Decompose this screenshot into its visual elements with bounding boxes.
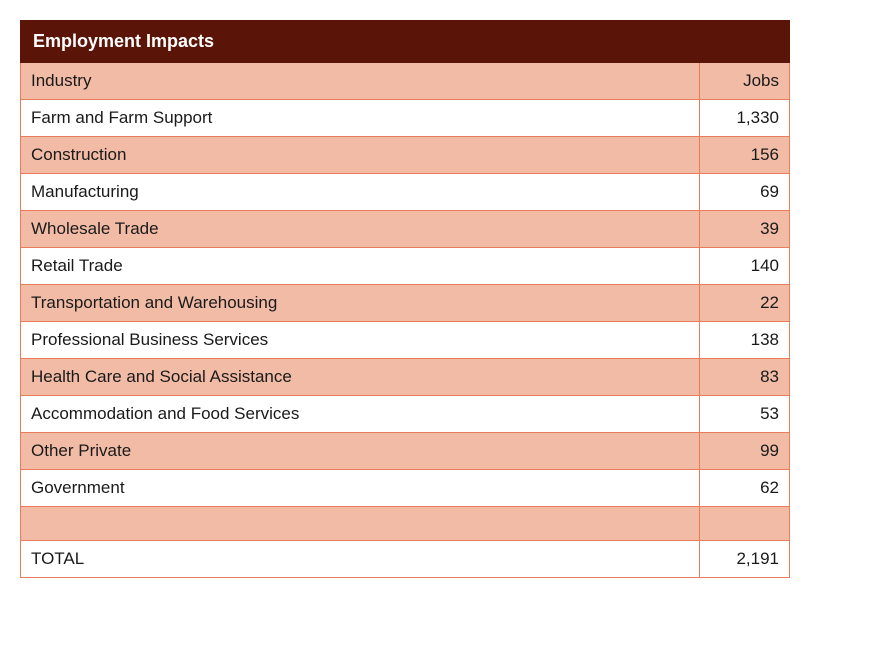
table-row: Government 62 xyxy=(21,470,790,507)
total-label: TOTAL xyxy=(21,541,700,578)
total-jobs: 2,191 xyxy=(699,541,789,578)
spacer-cell xyxy=(699,507,789,541)
cell-jobs: 69 xyxy=(699,174,789,211)
cell-industry: Retail Trade xyxy=(21,248,700,285)
table-row: Construction 156 xyxy=(21,137,790,174)
cell-jobs: 53 xyxy=(699,396,789,433)
table-row: Transportation and Warehousing 22 xyxy=(21,285,790,322)
cell-jobs: 83 xyxy=(699,359,789,396)
table-row: Manufacturing 69 xyxy=(21,174,790,211)
table-row: Accommodation and Food Services 53 xyxy=(21,396,790,433)
header-industry: Industry xyxy=(21,63,700,100)
spacer-cell xyxy=(21,507,700,541)
cell-jobs: 99 xyxy=(699,433,789,470)
header-jobs: Jobs xyxy=(699,63,789,100)
cell-jobs: 39 xyxy=(699,211,789,248)
cell-industry: Government xyxy=(21,470,700,507)
cell-jobs: 156 xyxy=(699,137,789,174)
cell-industry: Professional Business Services xyxy=(21,322,700,359)
table-row: Farm and Farm Support 1,330 xyxy=(21,100,790,137)
table-row: Health Care and Social Assistance 83 xyxy=(21,359,790,396)
cell-industry: Accommodation and Food Services xyxy=(21,396,700,433)
cell-industry: Health Care and Social Assistance xyxy=(21,359,700,396)
table-row: Retail Trade 140 xyxy=(21,248,790,285)
cell-jobs: 22 xyxy=(699,285,789,322)
cell-jobs: 1,330 xyxy=(699,100,789,137)
cell-jobs: 138 xyxy=(699,322,789,359)
total-row: TOTAL 2,191 xyxy=(21,541,790,578)
cell-jobs: 140 xyxy=(699,248,789,285)
cell-jobs: 62 xyxy=(699,470,789,507)
employment-impacts-table: Employment Impacts Industry Jobs Farm an… xyxy=(20,20,790,578)
header-row: Industry Jobs xyxy=(21,63,790,100)
spacer-row xyxy=(21,507,790,541)
cell-industry: Manufacturing xyxy=(21,174,700,211)
table-title: Employment Impacts xyxy=(21,21,790,63)
cell-industry: Farm and Farm Support xyxy=(21,100,700,137)
table-row: Wholesale Trade 39 xyxy=(21,211,790,248)
cell-industry: Construction xyxy=(21,137,700,174)
table-row: Other Private 99 xyxy=(21,433,790,470)
cell-industry: Transportation and Warehousing xyxy=(21,285,700,322)
cell-industry: Wholesale Trade xyxy=(21,211,700,248)
table: Employment Impacts Industry Jobs Farm an… xyxy=(20,20,790,578)
table-body: Industry Jobs Farm and Farm Support 1,33… xyxy=(21,63,790,578)
table-row: Professional Business Services 138 xyxy=(21,322,790,359)
title-row: Employment Impacts xyxy=(21,21,790,63)
cell-industry: Other Private xyxy=(21,433,700,470)
